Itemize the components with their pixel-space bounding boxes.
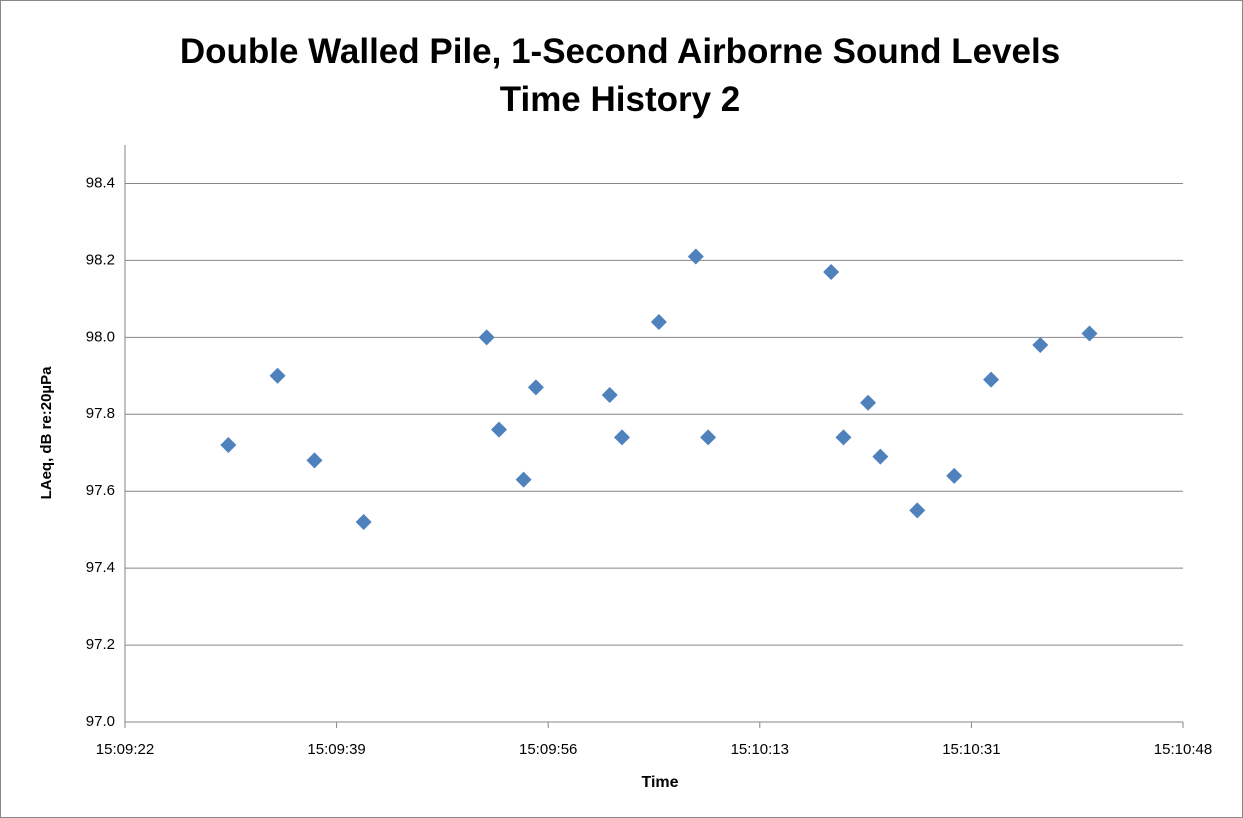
x-tick-label: 15:09:22: [96, 741, 154, 758]
data-point: [527, 379, 544, 396]
data-point: [490, 421, 507, 438]
data-point: [220, 437, 237, 454]
y-tick-label: 97.8: [86, 405, 115, 422]
data-point: [306, 452, 323, 469]
x-axis-label: Time: [641, 774, 678, 791]
data-point: [872, 448, 889, 465]
y-tick-label: 98.0: [86, 328, 115, 345]
x-tick-label: 15:09:56: [519, 741, 577, 758]
data-point: [909, 502, 926, 519]
y-tick-label: 97.4: [86, 559, 115, 576]
data-point: [355, 513, 372, 530]
data-point: [1081, 325, 1098, 342]
data-point: [601, 387, 618, 404]
data-point: [835, 429, 852, 446]
y-tick-label: 97.0: [86, 713, 115, 730]
x-tick-label: 15:10:13: [731, 741, 789, 758]
data-point: [614, 429, 631, 446]
data-point: [860, 394, 877, 411]
data-point: [1032, 337, 1049, 354]
data-point: [650, 313, 667, 330]
data-point: [478, 329, 495, 346]
data-point: [983, 371, 1000, 388]
data-point: [700, 429, 717, 446]
y-tick-label: 97.2: [86, 636, 115, 653]
data-point: [269, 367, 286, 384]
y-tick-label: 98.4: [86, 174, 115, 191]
y-axis-label: LAeq, dB re:20µPa: [38, 366, 55, 500]
data-point: [515, 471, 532, 488]
x-tick-label: 15:10:48: [1154, 741, 1212, 758]
data-point: [687, 248, 704, 265]
x-tick-label: 15:10:31: [942, 741, 1000, 758]
data-point: [946, 467, 963, 484]
chart-title: Double Walled Pile, 1-Second Airborne So…: [179, 32, 1061, 119]
y-tick-label: 98.2: [86, 251, 115, 268]
x-tick-label: 15:09:39: [307, 741, 365, 758]
data-point: [823, 263, 840, 280]
y-tick-label: 97.6: [86, 482, 115, 499]
